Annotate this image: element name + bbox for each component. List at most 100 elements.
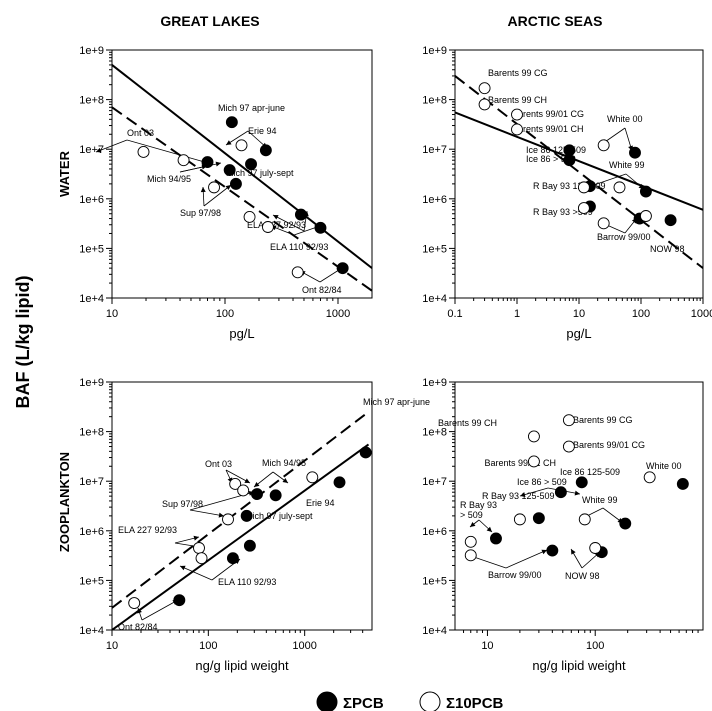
y-tick-label: 1e+7 (79, 476, 104, 488)
data-point-sum10pcb (643, 471, 656, 484)
data-point-sumpcb (333, 476, 346, 489)
annotation-arrow (179, 162, 222, 173)
data-point-sum10pcb (464, 535, 477, 548)
annotation-arrowhead (96, 147, 102, 153)
annotation-arrowhead (225, 185, 231, 191)
annotation-arrowhead (541, 549, 547, 555)
data-point-sumpcb (639, 185, 652, 198)
data-point-sumpcb (563, 154, 576, 167)
y-tick-label: 1e+7 (422, 476, 447, 488)
data-point-sumpcb (269, 489, 282, 502)
y-tick-label: 1e+9 (422, 377, 447, 389)
data-point-sum10pcb (562, 414, 575, 427)
annotation-label: White 00 (607, 114, 643, 124)
regression-line-sumpcb (455, 111, 703, 211)
y-tick-label: 1e+6 (79, 526, 104, 538)
y-tick-label: 1e+8 (79, 427, 104, 439)
data-point-sum10pcb (128, 597, 141, 609)
data-point-sum10pcb (222, 513, 234, 526)
annotation-label: Mich 94/95 (262, 458, 306, 468)
y-tick-label: 1e+6 (422, 526, 447, 538)
x-axis-label: ng/g lipid weight (532, 658, 626, 673)
y-tick-label: 1e+5 (422, 575, 447, 587)
legend-open-circle-marker (419, 691, 441, 711)
plot-frame (111, 49, 373, 299)
annotation-arrowhead (571, 549, 576, 555)
data-point-sumpcb (314, 221, 327, 234)
annotation-label: R Bay 93 >509 (533, 207, 593, 217)
data-point-sumpcb (240, 509, 253, 522)
annotation-arrowhead (218, 512, 224, 518)
y-tick-label: 1e+4 (422, 625, 447, 637)
annotation-arrow (179, 565, 213, 581)
annotation-label: Erie 94 (248, 126, 277, 136)
annotation-arrowhead (200, 187, 206, 193)
panels: 10 100 1000 1e+4 1e+5 1e+6 1e+7 1e+8 1e+9 pg/L Mic… (79, 45, 712, 673)
panel-arctic-seas-water: 0.1 1 10 100 1000 1e+4 1e+5 1e+6 1e+7 1e+8 1e+9 pg/… (422, 45, 712, 341)
annotation-label: Barents 99/01 CG (573, 440, 645, 450)
annotation-arrow (272, 214, 305, 232)
data-point-sum10pcb (229, 478, 242, 490)
data-point-sumpcb (245, 158, 257, 171)
data-point-sum10pcb (562, 440, 575, 453)
legend-label-sum-10-pcb: Σ10PCB (446, 695, 504, 711)
annotation-label: Sup 97/98 (180, 208, 221, 218)
data-point-sum10pcb (237, 484, 250, 497)
annotation-label: White 99 (582, 495, 618, 505)
annotation-label: Ont 82/84 (302, 285, 342, 295)
annotation-arrowhead (254, 481, 260, 487)
annotation-label: Barrow 99/00 (597, 232, 651, 242)
data-point-sumpcb (229, 177, 242, 190)
annotation-label: Mich 97 july-sept (226, 168, 294, 178)
annotation-arrowhead (486, 526, 492, 532)
data-point-sum10pcb (478, 98, 491, 111)
y-tick-label: 1e+6 (79, 194, 104, 206)
y-tick-label: 1e+9 (79, 377, 104, 389)
data-point-sumpcb (173, 594, 186, 607)
y-tick-label: 1e+9 (79, 45, 104, 57)
x-tick-label: 1000 (326, 308, 350, 320)
data-point-sum10pcb (513, 513, 526, 526)
y-tick-label: 1e+4 (79, 293, 104, 305)
annotation-label: Ice 86 > 509 (526, 154, 576, 164)
data-point-sum10pcb (589, 542, 602, 554)
x-tick-label: 0.1 (447, 308, 462, 320)
column-title-arctic-seas: ARCTIC SEAS (508, 13, 603, 29)
data-point-sumpcb (201, 156, 214, 169)
x-tick-label: 100 (216, 308, 234, 320)
y-tick-label: 1e+5 (79, 243, 104, 255)
annotation-label: R Bay 93 (460, 500, 497, 510)
annotation-label: Barents 99 CG (488, 68, 548, 78)
x-tick-label: 1000 (691, 308, 712, 320)
data-point-sum10pcb (208, 181, 220, 194)
annotation-arrow (203, 184, 232, 207)
data-point-sum10pcb (577, 181, 590, 194)
legend-filled-circle-marker (316, 691, 338, 711)
annotation-label: Ont 03 (205, 459, 232, 469)
annotation-label: Mich 94/95 (147, 174, 191, 184)
row-title-zooplankton: ZOOPLANKTON (57, 452, 72, 552)
annotation-arrowhead (226, 140, 232, 145)
y-tick-label: 1e+4 (79, 625, 104, 637)
annotation-label: ELA 227 92/93 (118, 525, 177, 535)
data-point-sumpcb (676, 478, 689, 490)
data-point-sumpcb (575, 476, 588, 489)
annotation-label: Barents 99 CG (573, 415, 633, 425)
x-tick-label: 100 (586, 640, 604, 652)
data-point-sumpcb (294, 208, 307, 221)
annotation-label: ELA 227 92/93 (247, 220, 306, 230)
data-point-sumpcb (336, 262, 349, 275)
y-tick-label: 1e+7 (79, 144, 104, 156)
data-point-sum10pcb (193, 542, 205, 554)
data-point-sumpcb (629, 146, 641, 159)
annotation-label: Ont 82/84 (118, 622, 158, 632)
data-point-sum10pcb (464, 549, 477, 562)
data-point-sum10pcb (527, 455, 540, 468)
annotation-arrowhead (282, 478, 288, 483)
y-tick-label: 1e+8 (422, 95, 447, 107)
x-axis-label: pg/L (229, 326, 254, 341)
y-tick-label: 1e+5 (422, 243, 447, 255)
data-point-sumpcb (223, 164, 236, 176)
data-point-sum10pcb (291, 266, 304, 279)
